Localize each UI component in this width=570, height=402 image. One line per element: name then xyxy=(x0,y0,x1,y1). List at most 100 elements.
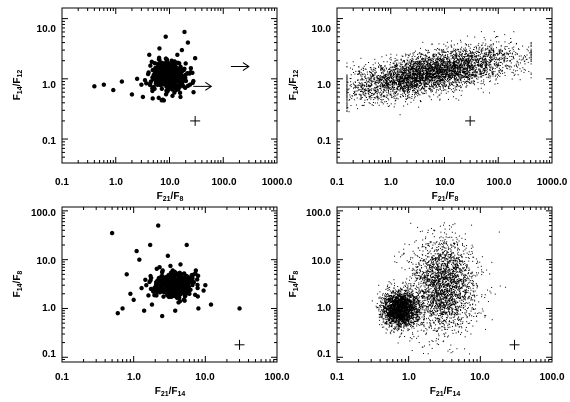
data-point xyxy=(416,66,418,68)
data-point xyxy=(183,61,188,66)
data-point xyxy=(443,82,445,84)
data-point xyxy=(407,85,409,87)
data-point xyxy=(350,86,352,88)
data-point xyxy=(468,64,470,66)
data-point xyxy=(416,74,418,76)
data-point xyxy=(428,66,430,68)
data-point xyxy=(431,85,433,87)
data-point xyxy=(381,82,383,84)
data-point xyxy=(419,76,421,78)
data-point xyxy=(481,53,483,55)
data-point xyxy=(129,92,135,97)
data-point xyxy=(410,60,412,62)
data-point xyxy=(412,66,414,68)
data-point xyxy=(411,87,413,89)
data-point xyxy=(486,76,488,78)
data-point xyxy=(423,81,425,83)
data-point xyxy=(391,69,393,71)
data-point xyxy=(442,85,444,87)
data-point xyxy=(418,62,420,64)
data-point xyxy=(463,78,465,80)
data-point xyxy=(181,67,186,73)
data-point xyxy=(402,95,404,97)
data-point xyxy=(165,88,170,93)
data-point xyxy=(464,50,466,52)
data-point xyxy=(183,78,189,84)
data-point xyxy=(502,67,504,69)
data-point xyxy=(485,72,487,74)
data-point xyxy=(515,42,517,44)
data-point xyxy=(456,48,458,50)
data-point xyxy=(482,68,484,70)
data-point xyxy=(440,72,442,74)
data-point xyxy=(424,84,426,86)
data-point xyxy=(465,50,467,52)
data-point xyxy=(511,58,513,60)
data-point xyxy=(402,93,404,95)
data-point xyxy=(519,62,521,64)
data-point xyxy=(432,66,434,68)
data-point xyxy=(449,76,451,78)
data-point xyxy=(386,76,388,78)
data-point xyxy=(441,80,443,82)
data-point xyxy=(426,74,428,76)
data-point xyxy=(511,66,513,68)
data-point xyxy=(176,87,181,92)
data-point xyxy=(373,67,375,69)
data-point xyxy=(450,55,452,57)
data-point xyxy=(441,71,443,73)
data-point xyxy=(421,58,423,60)
data-point xyxy=(464,73,466,75)
data-point xyxy=(171,84,177,90)
data-point xyxy=(385,76,387,78)
data-point xyxy=(434,63,436,65)
data-point xyxy=(383,89,385,91)
data-point xyxy=(402,61,404,63)
data-point xyxy=(387,82,389,84)
data-point xyxy=(473,59,475,61)
data-point xyxy=(481,59,483,61)
data-point xyxy=(451,50,453,52)
data-point xyxy=(422,58,424,60)
data-point xyxy=(489,75,491,77)
data-point xyxy=(452,81,454,83)
data-point xyxy=(499,51,501,53)
data-point xyxy=(399,90,401,92)
data-point xyxy=(431,67,433,69)
data-point xyxy=(419,89,421,91)
data-point xyxy=(463,75,465,77)
data-point xyxy=(424,70,426,72)
data-point xyxy=(460,60,462,62)
data-point xyxy=(422,41,424,43)
data-point xyxy=(403,105,405,107)
data-point xyxy=(495,62,497,64)
data-point xyxy=(357,84,359,86)
data-point xyxy=(399,73,401,75)
data-point xyxy=(458,72,460,74)
data-point xyxy=(405,69,407,71)
data-point xyxy=(361,90,363,92)
data-point xyxy=(438,66,440,68)
data-point xyxy=(450,72,452,74)
data-point xyxy=(424,57,426,59)
data-point xyxy=(376,97,378,99)
data-point xyxy=(412,74,414,76)
data-point xyxy=(364,76,366,78)
data-point xyxy=(450,72,452,74)
data-point xyxy=(475,55,477,57)
data-point xyxy=(403,91,405,93)
data-point xyxy=(471,64,473,66)
data-point xyxy=(459,82,461,84)
data-point xyxy=(393,97,395,99)
data-point xyxy=(457,80,459,82)
data-point xyxy=(438,84,440,86)
data-point xyxy=(449,74,451,76)
data-point xyxy=(395,82,397,84)
data-point xyxy=(507,52,509,54)
data-point xyxy=(381,93,383,95)
data-point xyxy=(481,65,483,67)
data-point xyxy=(443,56,445,58)
data-point xyxy=(460,58,462,60)
data-point xyxy=(406,84,408,86)
data-point xyxy=(445,74,447,76)
